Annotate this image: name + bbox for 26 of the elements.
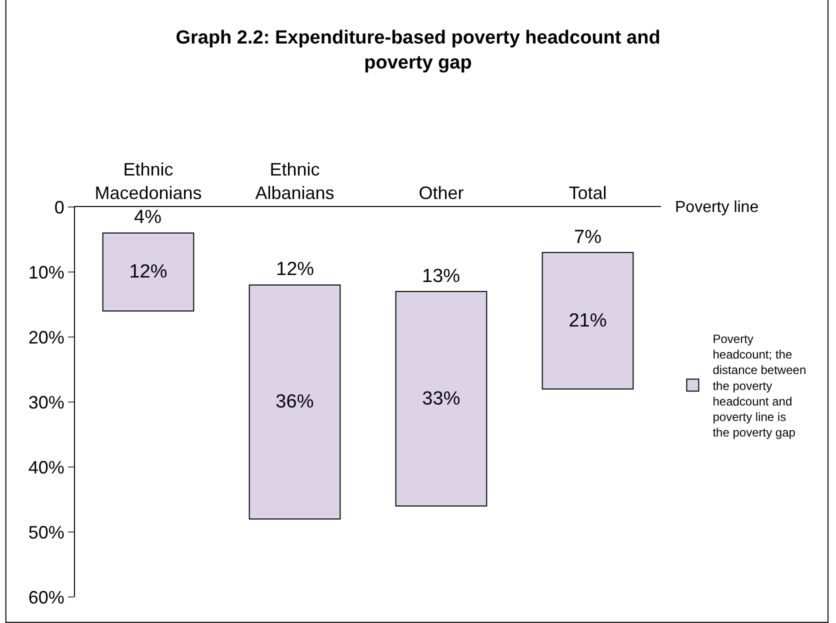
text: Poverty line [675, 199, 759, 216]
bar [542, 252, 634, 390]
y-tick-label: 50% [28, 522, 64, 542]
data-label: 12% [129, 262, 168, 282]
y-tick-label: 60% [28, 587, 64, 608]
chart-title: Graph 2.2: Expenditure-based poverty headcount and poverty gap [176, 28, 660, 74]
data-label: 21% [568, 310, 607, 332]
x-tick-label: Ethnic Albanians [255, 159, 334, 203]
y-tick-label: 0 [54, 197, 64, 218]
x-tick-label: Other [418, 182, 464, 203]
data-label: 36% [276, 392, 314, 412]
legend-label: Poverty headcount; the distance between the poverty headcount and poverty line is the poverty gap [712, 332, 806, 440]
y-tick-label: 20% [28, 327, 64, 348]
annotation: 4% [134, 207, 162, 228]
x-tick-label: Ethnic Macedonians [94, 159, 202, 203]
bar [248, 284, 341, 520]
y-tick-label: 40% [28, 457, 64, 478]
x-tick-label: Total [568, 182, 607, 203]
y-tick-label: 30% [28, 392, 64, 412]
annotation: 12% [276, 259, 314, 280]
data-label: 33% [422, 388, 460, 410]
y-tick-label: 10% [28, 262, 64, 282]
bar [102, 232, 194, 312]
bar [395, 291, 488, 506]
annotation: 7% [574, 227, 602, 248]
annotation: 13% [422, 266, 460, 287]
